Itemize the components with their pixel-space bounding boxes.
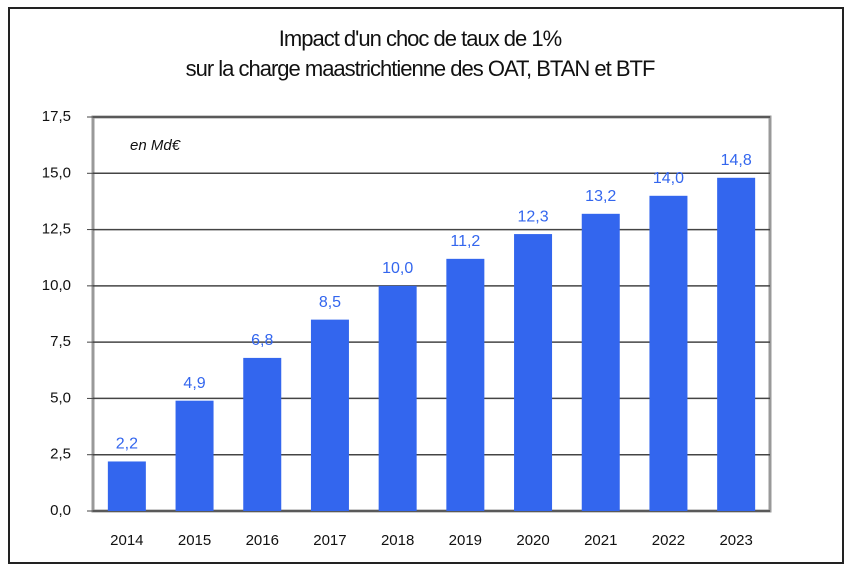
x-tick-label: 2023 bbox=[719, 532, 752, 549]
bar bbox=[446, 258, 485, 511]
x-tick-label: 2022 bbox=[652, 532, 685, 549]
x-tick-label: 2014 bbox=[110, 532, 143, 549]
bar bbox=[175, 400, 214, 511]
bar bbox=[514, 234, 553, 511]
value-label: 13,2 bbox=[585, 188, 616, 205]
chart-title: sur la charge maastrichtienne des OAT, B… bbox=[186, 56, 655, 81]
bar bbox=[243, 357, 282, 511]
x-tick-label: 2017 bbox=[313, 532, 346, 549]
value-label: 12,3 bbox=[517, 208, 548, 225]
bar bbox=[649, 195, 688, 512]
bar bbox=[717, 177, 756, 511]
bar bbox=[310, 319, 349, 511]
value-label: 14,8 bbox=[721, 152, 752, 169]
x-tick-label: 2020 bbox=[516, 532, 549, 549]
y-tick-label: 15,0 bbox=[42, 164, 71, 181]
value-label: 8,5 bbox=[319, 294, 341, 311]
chart-title: Impact d'un choc de taux de 1% bbox=[279, 26, 562, 51]
value-label: 10,0 bbox=[382, 260, 413, 277]
value-label: 11,2 bbox=[450, 233, 480, 250]
bar bbox=[107, 461, 146, 511]
y-tick-label: 5,0 bbox=[50, 389, 71, 406]
annotation: en Md€ bbox=[130, 137, 181, 154]
y-tick-label: 12,5 bbox=[42, 221, 71, 238]
y-tick-label: 7,5 bbox=[50, 333, 71, 350]
x-tick-label: 2019 bbox=[449, 532, 482, 549]
y-tick-label: 17,5 bbox=[42, 108, 71, 125]
x-tick-label: 2015 bbox=[178, 532, 211, 549]
x-tick-label: 2021 bbox=[584, 532, 617, 549]
x-tick-label: 2016 bbox=[246, 532, 279, 549]
value-label: 6,8 bbox=[251, 332, 273, 349]
value-label: 2,2 bbox=[116, 436, 138, 453]
value-label: 4,9 bbox=[183, 375, 205, 392]
value-label: 14,0 bbox=[653, 170, 684, 187]
frame bbox=[8, 7, 844, 564]
x-tick-label: 2018 bbox=[381, 532, 414, 549]
bar bbox=[581, 213, 620, 511]
bar bbox=[378, 285, 417, 511]
y-tick-label: 10,0 bbox=[42, 277, 71, 294]
y-tick-label: 2,5 bbox=[50, 446, 71, 463]
y-tick-label: 0,0 bbox=[50, 502, 71, 519]
